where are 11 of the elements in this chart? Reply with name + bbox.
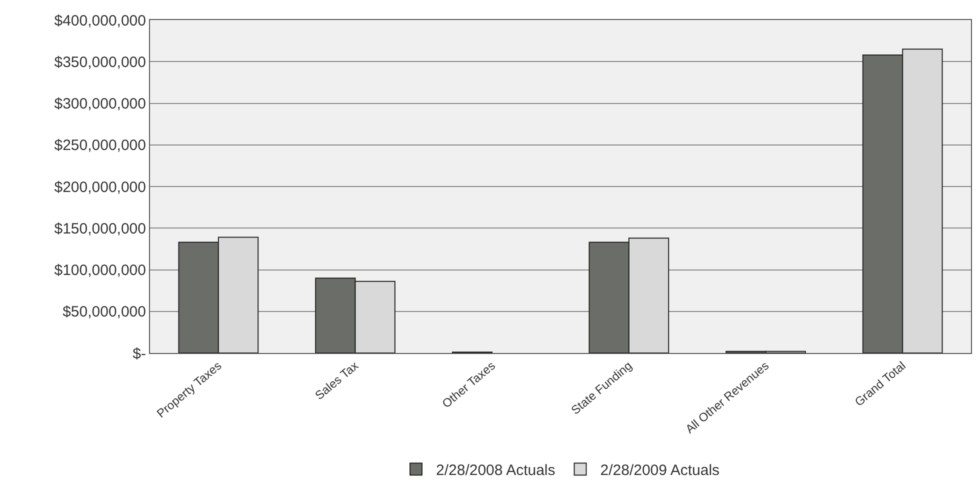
- y-tick-label: $50,000,000: [62, 304, 146, 321]
- y-tick-label: $150,000,000: [54, 220, 146, 238]
- y-tick-label: $300,000,000: [54, 96, 146, 112]
- legend-label: 2/28/2009 Actuals: [600, 462, 720, 479]
- y-tick-label: $200,000,000: [54, 178, 146, 196]
- y-tick-label: $-: [132, 345, 146, 362]
- legend-label: 2/28/2008 Actuals: [436, 462, 556, 479]
- y-tick-label: $100,000,000: [54, 262, 146, 279]
- y-tick-label: $350,000,000: [54, 54, 146, 71]
- y-tick-label: $400,000,000: [54, 12, 146, 30]
- y-tick-label: $250,000,000: [54, 137, 146, 154]
